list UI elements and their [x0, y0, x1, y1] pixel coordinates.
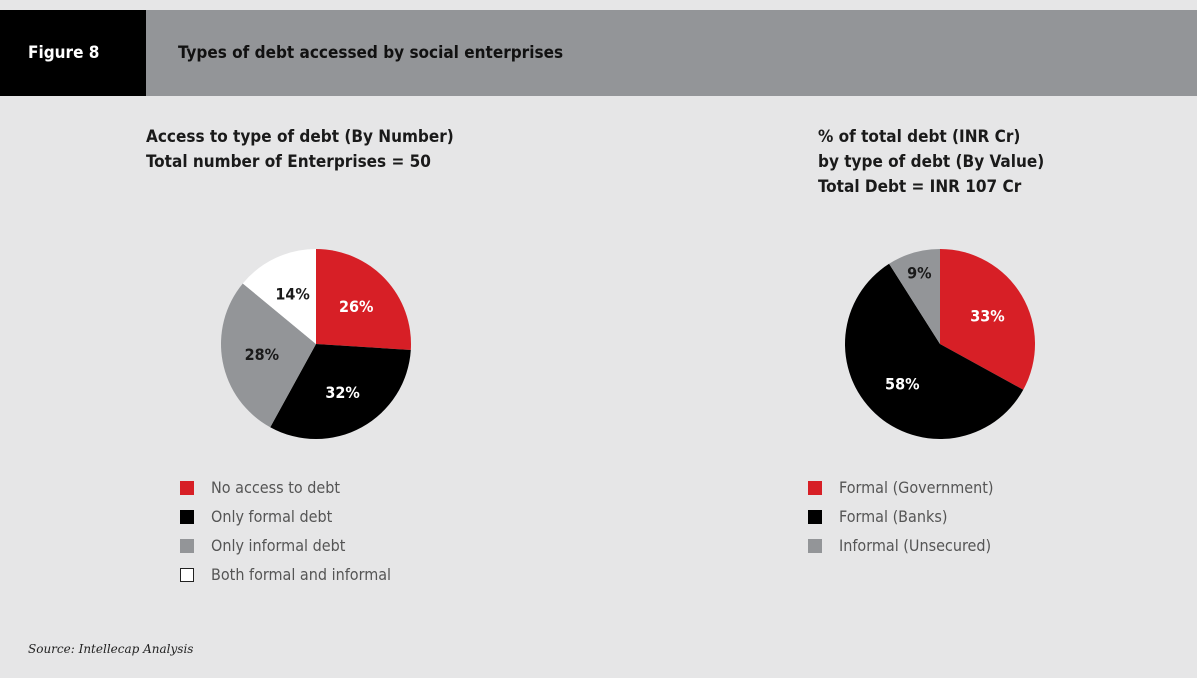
chart-1-title: Access to type of debt (By Number) Total… [146, 125, 454, 175]
pie-slice-label-1: 33% [970, 306, 1004, 325]
source-note: Source: Intellecap Analysis [28, 642, 194, 656]
pie-slice-3 [221, 283, 316, 428]
figure-label: Figure 8 [0, 10, 146, 96]
pie-slice-2 [845, 263, 1024, 440]
legend-swatch [808, 480, 822, 495]
legend-swatch [180, 509, 194, 524]
legend-swatch [808, 509, 822, 524]
pie-slice-1 [316, 249, 411, 350]
legend-swatch [180, 567, 194, 582]
pie-slice-label-4: 14% [275, 285, 309, 304]
legend-label: Both formal and informal [211, 565, 392, 584]
chart-2-legend: Formal (Government) Formal (Banks) Infor… [808, 473, 994, 560]
legend-label: Formal (Government) [839, 478, 994, 497]
pie-slice-label-1: 26% [339, 297, 373, 316]
chart-1-title-line-1: Access to type of debt (By Number) [146, 127, 454, 147]
pie-slice-1 [940, 249, 1035, 390]
legend-label: No access to debt [211, 478, 341, 497]
chart-1-legend: No access to debt Only formal debt Only … [180, 473, 391, 589]
chart-2-title-line-3: Total Debt = INR 107 Cr [818, 177, 1022, 197]
figure-title: Types of debt accessed by social enterpr… [178, 43, 564, 63]
chart-2-title-line-2: by type of debt (By Value) [818, 152, 1045, 172]
legend-item-both: Both formal and informal [180, 560, 391, 589]
pie-slice-label-2: 58% [885, 375, 919, 394]
legend-label: Formal (Banks) [839, 507, 948, 526]
pie-slice-label-3: 9% [907, 263, 931, 282]
legend-item-formal-government: Formal (Government) [808, 473, 994, 502]
pie-slice-label-3: 28% [245, 345, 279, 364]
chart-2-title: % of total debt (INR Cr) by type of debt… [818, 125, 1044, 200]
pie-slice-label-2: 32% [325, 383, 359, 402]
legend-item-only-formal: Only formal debt [180, 502, 391, 531]
legend-item-informal-unsecured: Informal (Unsecured) [808, 531, 994, 560]
legend-swatch [180, 480, 194, 495]
legend-label: Only formal debt [211, 507, 333, 526]
legend-swatch [180, 538, 194, 553]
figure-header: Figure 8 Types of debt accessed by socia… [0, 10, 1197, 96]
legend-item-formal-banks: Formal (Banks) [808, 502, 994, 531]
chart-1-title-line-2: Total number of Enterprises = 50 [146, 152, 431, 172]
chart-2-title-line-1: % of total debt (INR Cr) [818, 127, 1021, 147]
legend-item-no-access: No access to debt [180, 473, 391, 502]
pie-slice-2 [270, 344, 411, 440]
legend-label: Only informal debt [211, 536, 346, 555]
legend-label: Informal (Unsecured) [839, 536, 992, 555]
legend-item-only-informal: Only informal debt [180, 531, 391, 560]
pie-slice-4 [242, 249, 316, 344]
legend-swatch [808, 538, 822, 553]
pie-slice-3 [889, 249, 940, 344]
